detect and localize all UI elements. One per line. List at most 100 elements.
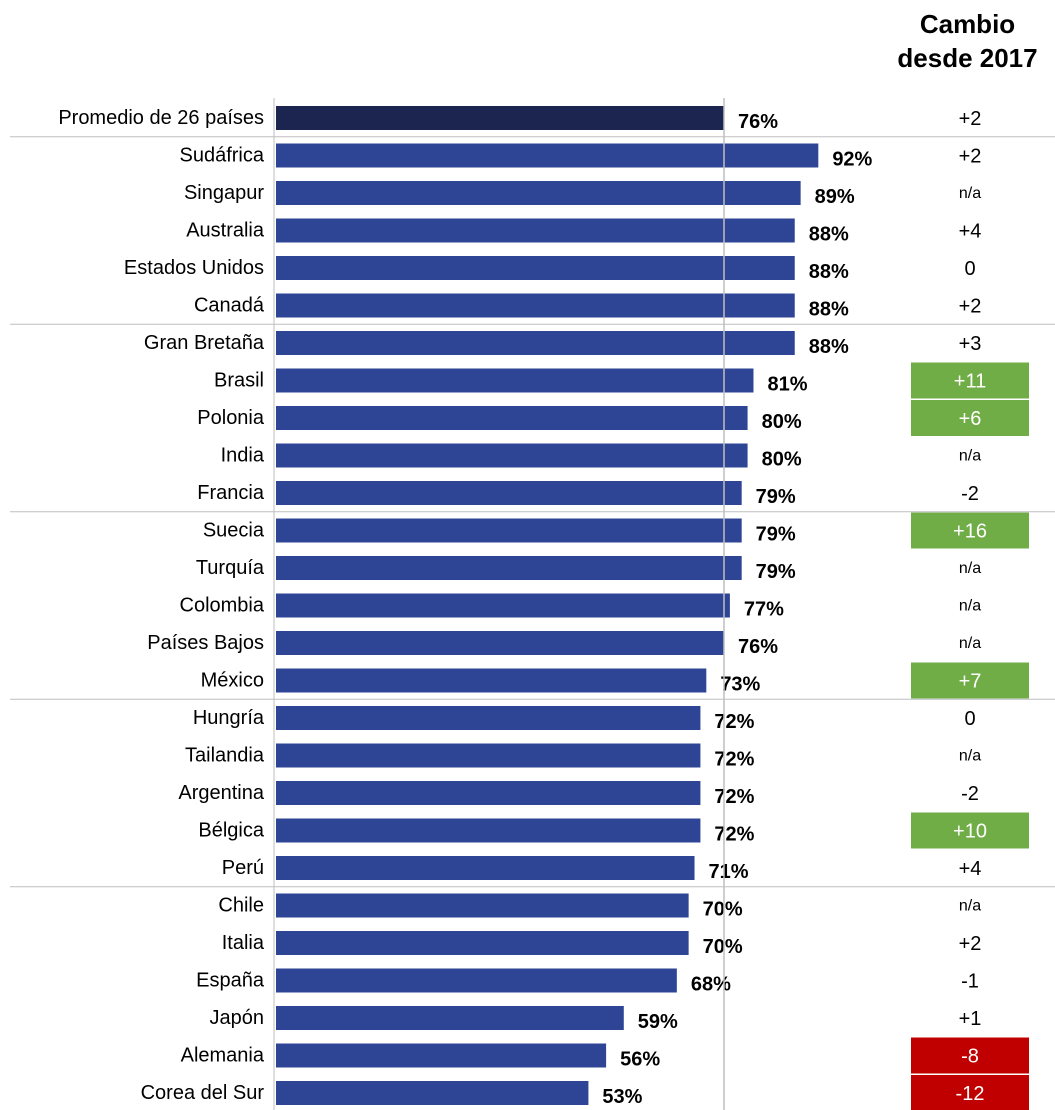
value-label: 70% (703, 899, 743, 921)
category-label: Singapur (184, 182, 264, 204)
change-value: -12 (956, 1083, 985, 1105)
country-bar (276, 968, 677, 993)
change-value: -1 (961, 971, 979, 993)
country-bar (276, 481, 742, 505)
change-value: -2 (961, 783, 979, 805)
change-value: +3 (959, 333, 982, 355)
value-label: 79% (756, 524, 796, 546)
positive-change-highlight (911, 512, 1029, 549)
category-label: Perú (222, 857, 264, 879)
value-label: 89% (815, 186, 855, 208)
average-bar (276, 106, 724, 130)
category-label: Países Bajos (147, 632, 264, 654)
country-bar (276, 706, 701, 730)
value-label: 88% (809, 336, 849, 358)
country-bar (276, 368, 754, 393)
category-label: Bélgica (198, 820, 264, 842)
change-value: -2 (961, 483, 979, 505)
change-value: 0 (964, 258, 975, 280)
change-value: -8 (961, 1046, 979, 1068)
category-label: Gran Bretaña (144, 332, 265, 354)
country-bar (276, 631, 724, 655)
value-label: 59% (638, 1011, 678, 1033)
country-bar (276, 518, 742, 543)
category-label: Polonia (197, 407, 265, 429)
positive-change-highlight (911, 812, 1029, 849)
category-label: Colombia (180, 595, 265, 617)
positive-change-highlight (911, 400, 1029, 436)
category-label: Australia (186, 220, 265, 242)
change-value: +11 (954, 371, 986, 393)
change-value: n/a (959, 560, 981, 577)
country-bar (276, 593, 730, 618)
change-value: n/a (959, 898, 981, 915)
value-label: 79% (756, 486, 796, 508)
value-label: 88% (809, 224, 849, 246)
value-label: 80% (762, 449, 802, 471)
category-label: Italia (222, 932, 265, 954)
change-value: n/a (959, 598, 981, 615)
country-bar (276, 1006, 624, 1030)
value-label: 56% (620, 1049, 660, 1071)
country-bar (276, 293, 795, 318)
country-bar (276, 556, 742, 580)
change-value: +10 (953, 821, 987, 843)
change-value: 0 (964, 708, 975, 730)
change-header-line1: Cambio (919, 9, 1016, 39)
change-value: +2 (959, 296, 982, 318)
value-label: 53% (602, 1086, 642, 1108)
change-value: n/a (959, 748, 981, 765)
country-bar (276, 893, 689, 918)
value-label: 72% (714, 786, 754, 808)
change-value: +16 (953, 521, 987, 543)
value-label: 92% (832, 149, 872, 171)
country-bar (276, 856, 695, 880)
country-bar (276, 931, 689, 955)
change-value: +2 (959, 933, 982, 955)
country-bar (276, 218, 795, 243)
negative-change-highlight (911, 1075, 1029, 1110)
country-bar (276, 256, 795, 280)
value-label: 88% (809, 261, 849, 283)
country-bar (276, 668, 707, 693)
value-label: 76% (738, 636, 778, 658)
category-label: Corea del Sur (141, 1082, 265, 1104)
value-label: 80% (762, 411, 802, 433)
country-bar (276, 406, 748, 430)
category-label: Promedio de 26 países (58, 107, 264, 129)
category-label: Canadá (194, 295, 265, 317)
country-bar (276, 443, 748, 468)
category-label: India (221, 445, 265, 467)
category-label: Estados Unidos (124, 257, 264, 279)
category-label: Sudáfrica (180, 145, 265, 167)
value-label: 72% (714, 824, 754, 846)
change-value: n/a (959, 185, 981, 202)
country-bar (276, 181, 801, 205)
negative-change-highlight (911, 1037, 1029, 1074)
value-label: 68% (691, 974, 731, 996)
change-value: +2 (959, 146, 982, 168)
positive-change-highlight (911, 662, 1029, 699)
category-label: Suecia (203, 520, 265, 542)
value-label: 71% (709, 861, 749, 883)
value-label: 70% (703, 936, 743, 958)
value-label: 72% (714, 711, 754, 733)
change-value: +4 (959, 221, 982, 243)
category-label: Argentina (178, 782, 264, 804)
value-label: 81% (767, 374, 807, 396)
category-label: Brasil (214, 370, 264, 392)
value-label: 76% (738, 111, 778, 133)
country-bar (276, 331, 795, 355)
category-label: España (196, 970, 265, 992)
change-value: n/a (959, 448, 981, 465)
change-value: +2 (959, 108, 982, 130)
category-label: Japón (210, 1007, 265, 1029)
category-label: México (201, 670, 264, 692)
country-bar (276, 1081, 589, 1105)
category-label: Alemania (181, 1045, 265, 1067)
category-label: Tailandia (185, 745, 265, 767)
category-label: Chile (218, 895, 264, 917)
change-value: +7 (959, 671, 982, 693)
country-bar (276, 1043, 607, 1068)
